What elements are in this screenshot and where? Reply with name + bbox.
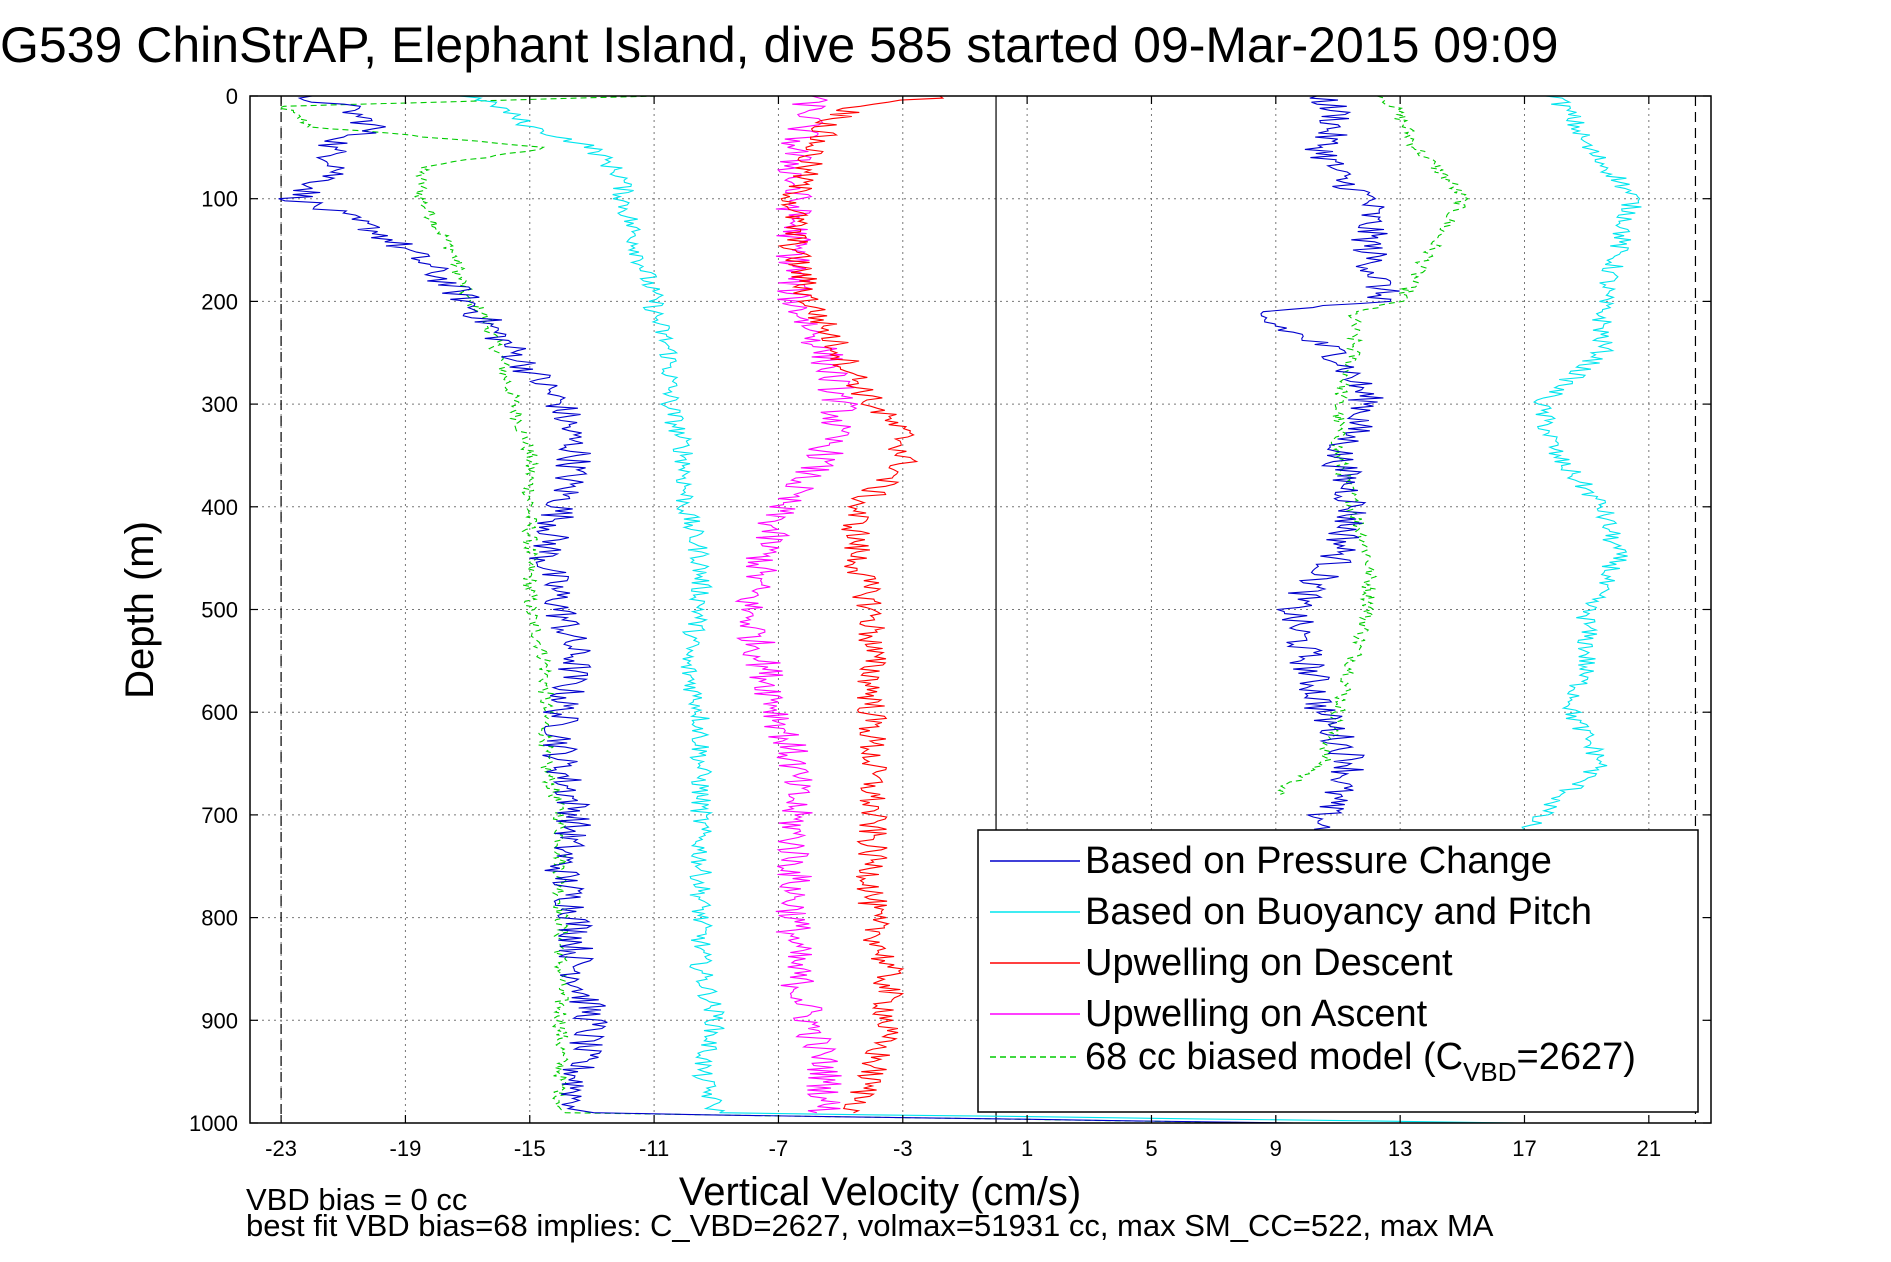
legend-label: 68 cc biased model (CVBD=2627) bbox=[1085, 1036, 1636, 1087]
legend-label: Upwelling on Ascent bbox=[1085, 993, 1428, 1035]
series-line-1-descent bbox=[278, 95, 1295, 1124]
y-tick-label: 900 bbox=[201, 1008, 238, 1033]
legend-label-main: 68 cc biased model (C bbox=[1085, 1036, 1463, 1078]
series-line-3-descent bbox=[777, 95, 945, 1114]
y-tick-label: 200 bbox=[201, 289, 238, 314]
x-axis-label: Vertical Velocity (cm/s) bbox=[679, 1170, 1081, 1214]
chart-title: G539 ChinStrAP, Elephant Island, dive 58… bbox=[0, 17, 1558, 73]
series-line-2-ascent bbox=[1521, 95, 1642, 830]
legend-label: Based on Buoyancy and Pitch bbox=[1085, 891, 1592, 933]
x-tick-label: -11 bbox=[639, 1136, 669, 1161]
legend-label-subscript: VBD bbox=[1463, 1057, 1516, 1087]
y-tick-label: 1000 bbox=[189, 1111, 238, 1136]
x-tick-label: -15 bbox=[514, 1136, 546, 1161]
legend: Based on Pressure Change Based on Buoyanc… bbox=[977, 829, 1699, 1113]
y-tick-label: 800 bbox=[201, 906, 238, 931]
y-tick-label: 400 bbox=[201, 495, 238, 520]
ticks: -23 -19 -15 -11 -7 -3 1 5 9 13 17 21 0 100 200 300 400 50… bbox=[189, 84, 1711, 1161]
x-tick-label: -19 bbox=[390, 1136, 422, 1161]
x-tick-label: -7 bbox=[769, 1136, 789, 1161]
legend-box bbox=[977, 829, 1699, 1113]
series-line-4-descent bbox=[734, 95, 858, 1114]
x-tick-label: 17 bbox=[1512, 1136, 1536, 1161]
series-line-1-ascent bbox=[1260, 95, 1400, 830]
x-tick-label: -3 bbox=[893, 1136, 913, 1161]
note-best-fit: best fit VBD bias=68 implies: C_VBD=2627… bbox=[246, 1208, 1494, 1243]
x-tick-label: 21 bbox=[1637, 1136, 1661, 1161]
legend-label: Upwelling on Descent bbox=[1085, 942, 1453, 984]
y-tick-label: 100 bbox=[201, 187, 238, 212]
y-axis-label: Depth (m) bbox=[118, 521, 162, 699]
series-group bbox=[277, 95, 1642, 1124]
x-tick-label: 1 bbox=[1021, 1136, 1033, 1161]
note-vbd-bias: VBD bias = 0 cc bbox=[246, 1182, 467, 1217]
legend-label-tail: =2627) bbox=[1517, 1036, 1636, 1078]
x-tick-label: -23 bbox=[265, 1136, 297, 1161]
series-line-5-descent bbox=[277, 95, 1278, 1124]
series-line-2-descent bbox=[459, 95, 1517, 1124]
y-tick-label: 500 bbox=[201, 598, 238, 623]
y-tick-label: 700 bbox=[201, 803, 238, 828]
x-tick-label: 9 bbox=[1270, 1136, 1282, 1161]
y-tick-label: 300 bbox=[201, 392, 238, 417]
y-tick-label: 0 bbox=[226, 84, 238, 109]
series-line-5-ascent bbox=[1277, 95, 1469, 795]
legend-label: Based on Pressure Change bbox=[1085, 840, 1552, 882]
x-tick-label: 13 bbox=[1388, 1136, 1412, 1161]
y-tick-label: 600 bbox=[201, 700, 238, 725]
x-tick-label: 5 bbox=[1145, 1136, 1157, 1161]
